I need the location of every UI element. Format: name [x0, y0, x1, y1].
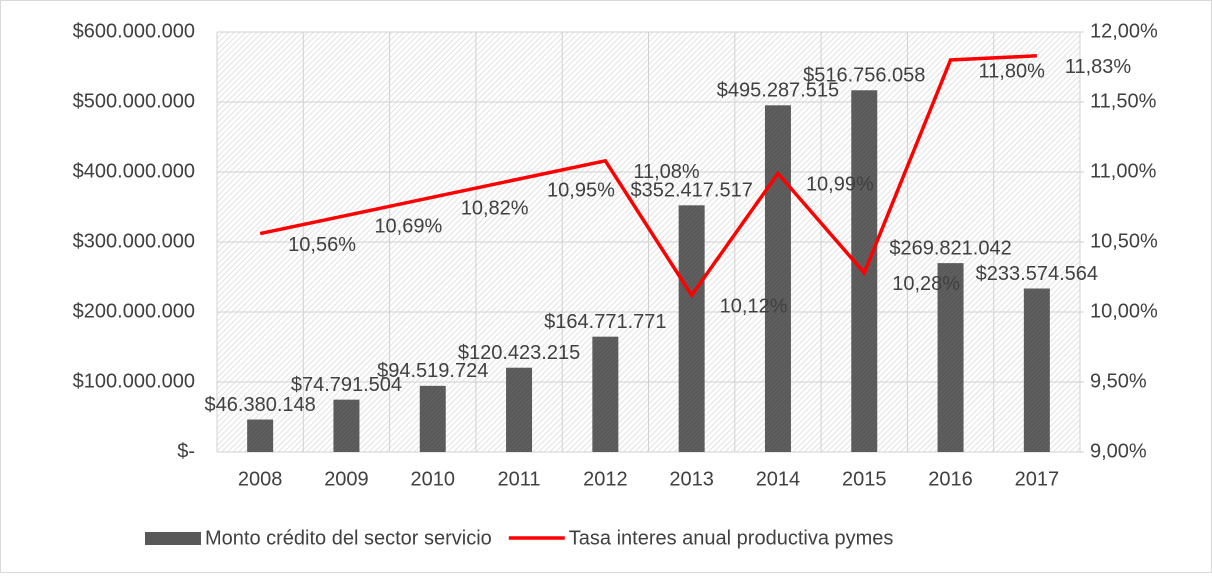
bar-value-label: $352.417.517 — [630, 180, 752, 202]
y-tick-label: $600.000.000 — [73, 20, 195, 42]
y2-tick-label: 11,50% — [1090, 90, 1157, 112]
bar-value-label: $516.756.058 — [803, 65, 925, 87]
x-tick-label: 2012 — [583, 468, 628, 490]
bar-value-label: $164.771.771 — [544, 311, 666, 333]
y-tick-label: $- — [177, 440, 195, 462]
x-tick-label: 2008 — [238, 468, 283, 490]
x-tick-label: 2010 — [411, 468, 456, 490]
line-value-label: 10,56% — [288, 234, 356, 256]
bar-value-label: $120.423.215 — [458, 342, 580, 364]
bar-value-label: $46.380.148 — [205, 394, 316, 416]
x-tick-label: 2015 — [842, 468, 887, 490]
x-tick-label: 2016 — [928, 468, 973, 490]
bar-value-label: $269.821.042 — [889, 237, 1011, 259]
y-tick-label: $100.000.000 — [73, 370, 195, 392]
y2-tick-label: 9,50% — [1090, 370, 1147, 392]
bar — [506, 367, 533, 452]
legend-label: Monto crédito del sector servicio — [205, 527, 492, 549]
line-value-label: 10,28% — [892, 273, 960, 295]
x-tick-label: 2013 — [669, 468, 714, 490]
bar — [678, 205, 705, 452]
y2-tick-label: 9,00% — [1090, 440, 1147, 462]
x-tick-label: 2014 — [756, 468, 801, 490]
line-value-label: 10,69% — [374, 216, 442, 238]
y2-tick-label: 10,50% — [1090, 230, 1158, 252]
x-tick-label: 2017 — [1015, 468, 1060, 490]
bar — [592, 336, 619, 452]
y2-tick-label: 11,00% — [1090, 160, 1157, 182]
bar — [247, 419, 274, 452]
bar-value-label: $74.791.504 — [291, 374, 402, 396]
y-tick-label: $500.000.000 — [73, 90, 195, 112]
line-value-label: 11,80% — [979, 60, 1046, 82]
y-tick-label: $200.000.000 — [73, 300, 195, 322]
line-value-label: 11,08% — [633, 161, 700, 183]
legend-label: Tasa interes anual productiva pymes — [569, 527, 894, 549]
line-value-label: 10,82% — [461, 197, 529, 219]
bar — [764, 105, 791, 452]
line — [259, 54, 1037, 299]
bar — [333, 399, 360, 452]
line-value-label: 10,99% — [806, 174, 874, 196]
y-tick-label: $300.000.000 — [73, 230, 195, 252]
bar-value-label: $495.287.515 — [717, 80, 839, 102]
bar — [419, 385, 446, 452]
bar-value-label: $94.519.724 — [377, 360, 488, 382]
x-tick-label: 2009 — [324, 468, 369, 490]
line-value-label: 10,12% — [720, 295, 788, 317]
legend-swatch — [145, 532, 201, 545]
x-tick-label: 2011 — [498, 468, 541, 490]
bar — [1023, 288, 1050, 452]
line-value-label: 10,95% — [547, 179, 615, 201]
y2-tick-label: 12,00% — [1090, 20, 1158, 42]
y-tick-label: $400.000.000 — [73, 160, 195, 182]
bar — [937, 263, 964, 452]
y2-tick-label: 10,00% — [1090, 300, 1158, 322]
line-value-label: 11,83% — [1065, 56, 1132, 78]
bar-value-label: $233.574.564 — [976, 263, 1098, 285]
